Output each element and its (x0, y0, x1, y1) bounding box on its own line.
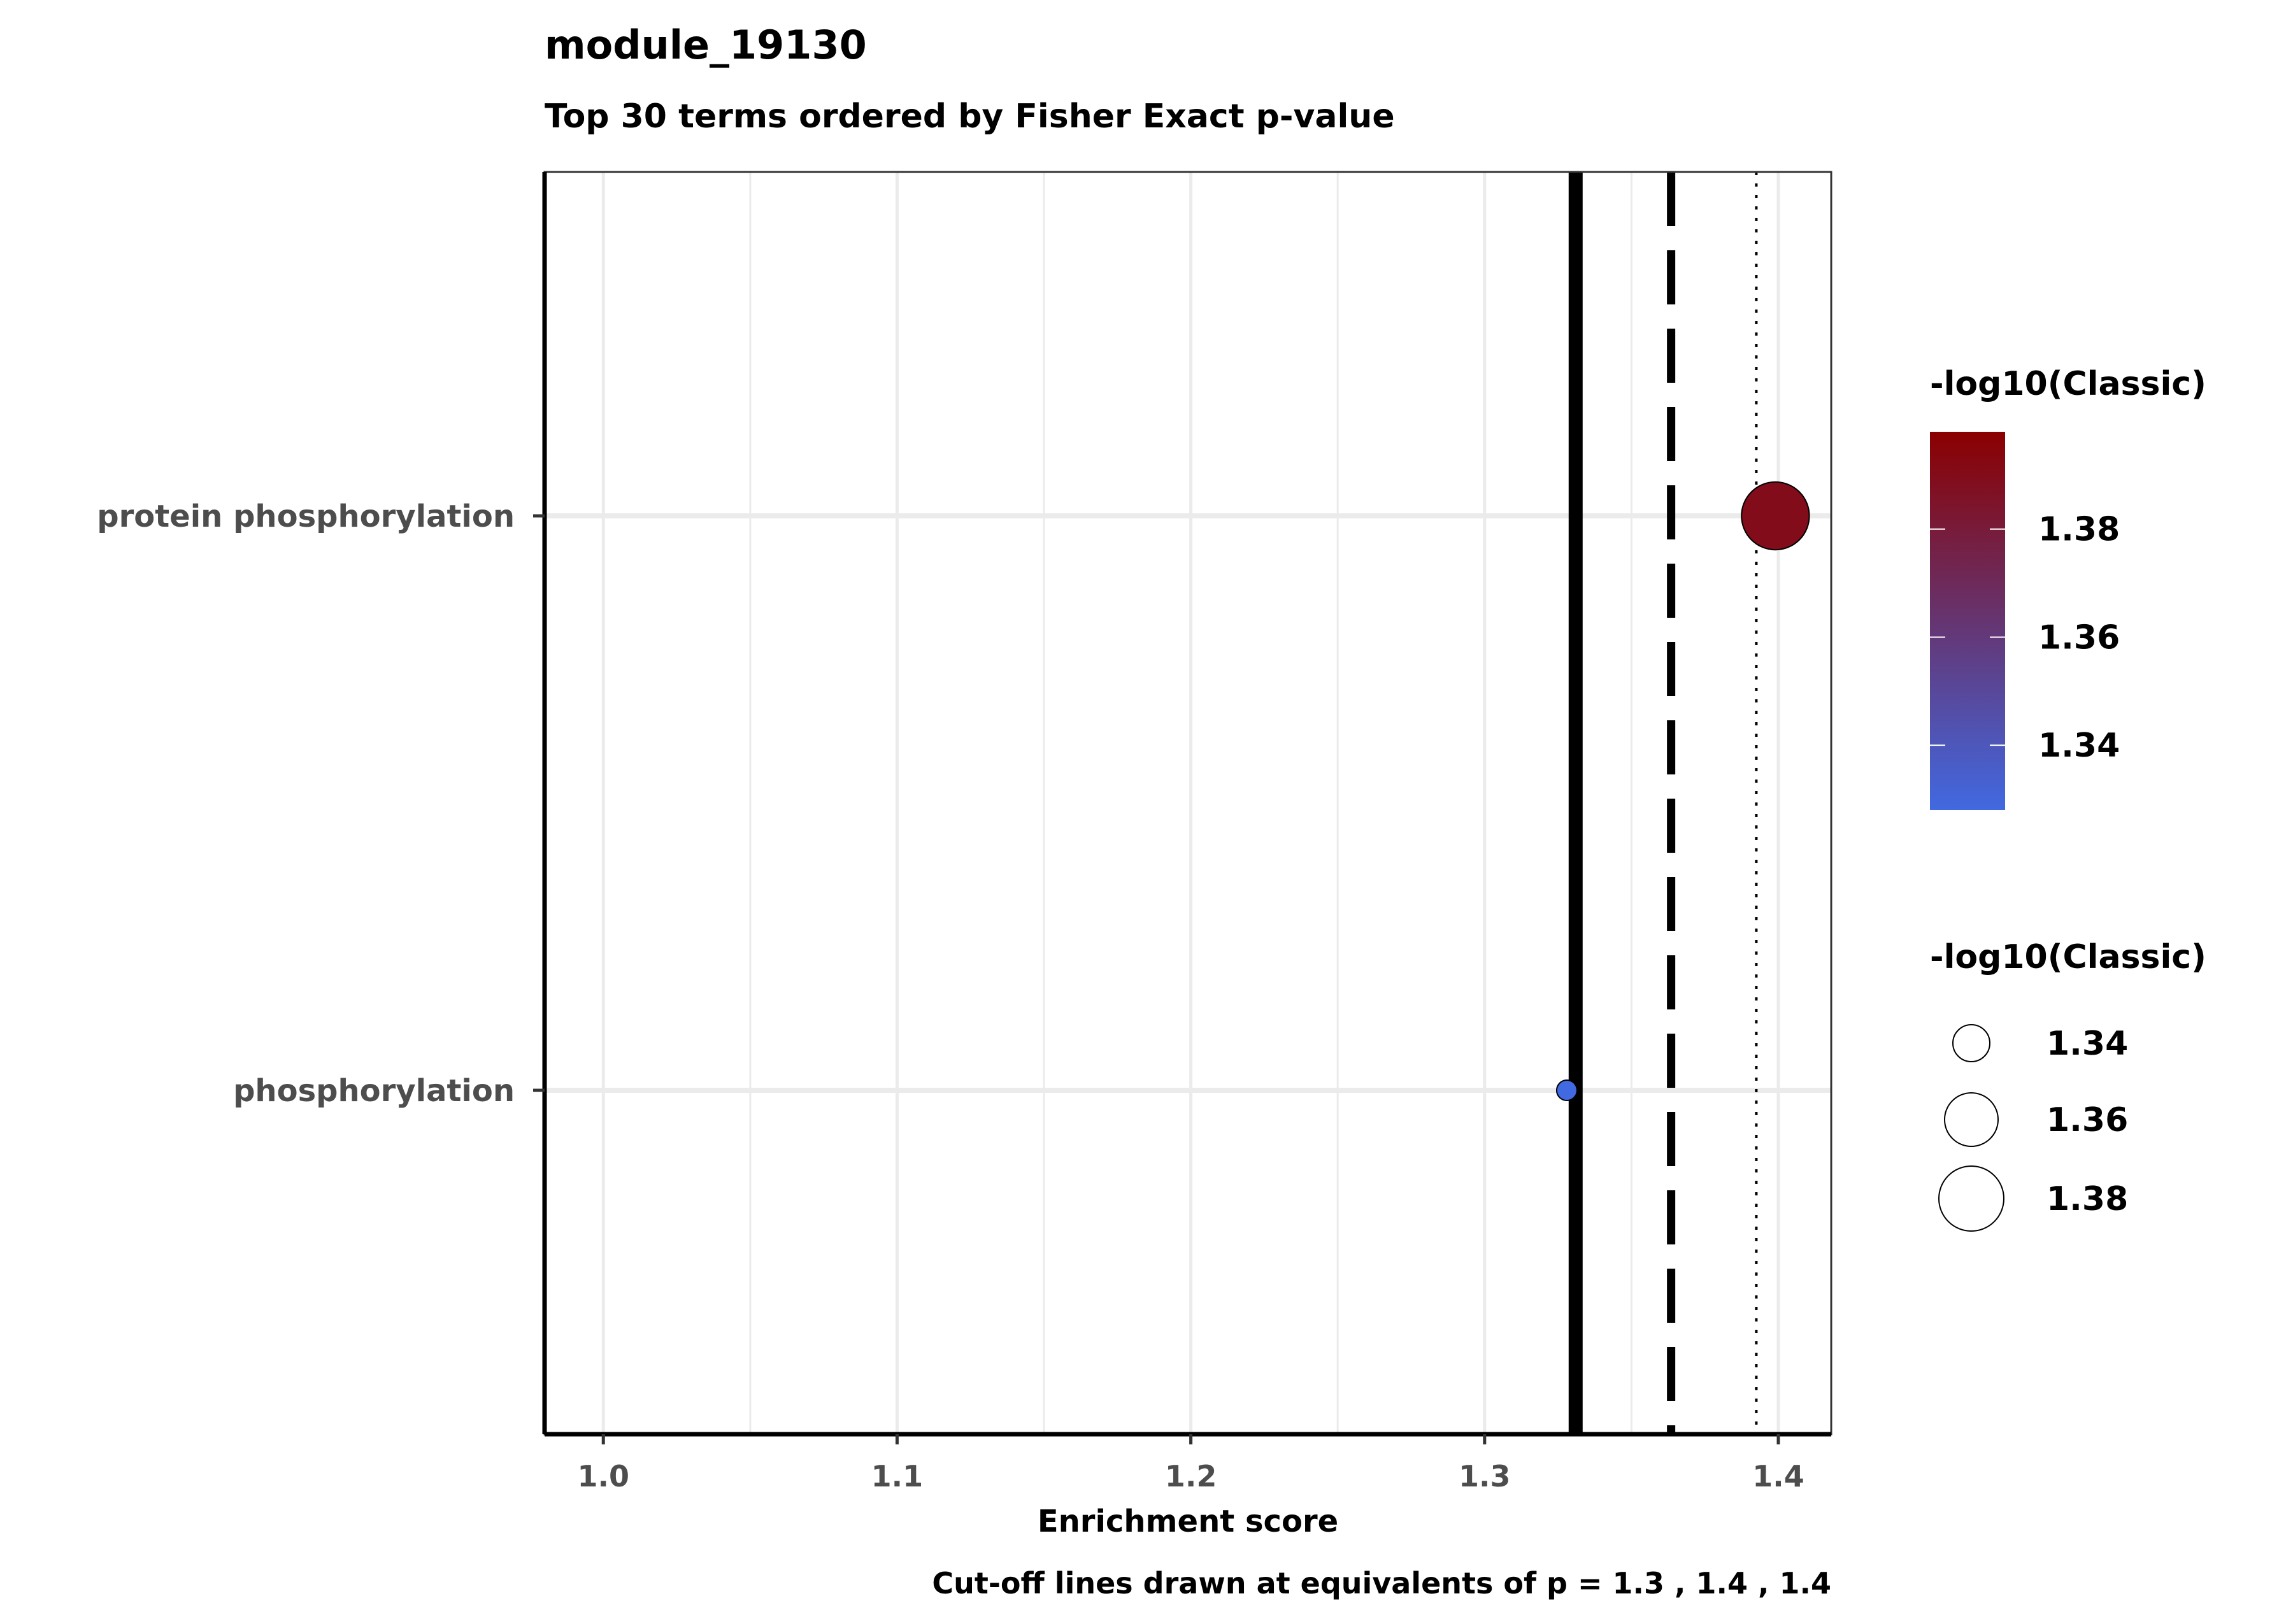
color-legend-label: 1.36 (2038, 618, 2120, 657)
size-legend-circle (1944, 1092, 1999, 1147)
size-legend: -log10(Classic) 1.34 1.36 1.38 (1930, 938, 2206, 1232)
x-axis: 1.0 1.1 1.2 1.3 1.4 (577, 1434, 1804, 1493)
grid-lines (545, 172, 1831, 1434)
x-tick-label: 1.1 (871, 1459, 924, 1493)
data-point (1555, 1079, 1578, 1101)
x-tick-label: 1.4 (1752, 1459, 1804, 1493)
size-legend-label: 1.36 (2047, 1101, 2128, 1139)
x-tick-label: 1.2 (1165, 1459, 1217, 1493)
color-legend-label: 1.34 (2038, 727, 2120, 765)
chart-title: module_19130 (545, 22, 867, 68)
size-legend-title: -log10(Classic) (1930, 938, 2206, 976)
color-legend-title: -log10(Classic) (1930, 365, 2206, 403)
size-legend-circle (1938, 1165, 2004, 1232)
color-legend-ticks: 1.34 1.36 1.38 (1930, 511, 2120, 765)
chart-subtitle: Top 30 terms ordered by Fisher Exact p-v… (545, 97, 1395, 136)
data-points (1555, 481, 1810, 1101)
y-tick-label: protein phosphorylation (97, 499, 515, 534)
y-axis: protein phosphorylation phosphorylation (97, 499, 545, 1109)
color-legend-bar (1930, 432, 2005, 810)
color-legend: -log10(Classic) 1.34 1.36 1.38 (1930, 365, 2206, 810)
panel-background (545, 172, 1831, 1434)
cutoff-lines (1568, 172, 1758, 1434)
x-tick-label: 1.3 (1459, 1459, 1511, 1493)
chart-caption: Cut-off lines drawn at equivalents of p … (932, 1566, 1831, 1600)
size-legend-label: 1.38 (2047, 1180, 2128, 1218)
x-tick-label: 1.0 (577, 1459, 629, 1493)
size-legend-label: 1.34 (2047, 1025, 2128, 1063)
plot-panel (542, 171, 1832, 1437)
y-tick-label: phosphorylation (233, 1073, 515, 1109)
size-legend-circle (1952, 1024, 1990, 1062)
color-legend-label: 1.38 (2038, 511, 2120, 549)
size-legend-items: 1.34 1.36 1.38 (1938, 1024, 2128, 1232)
x-axis-label: Enrichment score (1038, 1504, 1338, 1539)
data-point (1741, 481, 1810, 551)
